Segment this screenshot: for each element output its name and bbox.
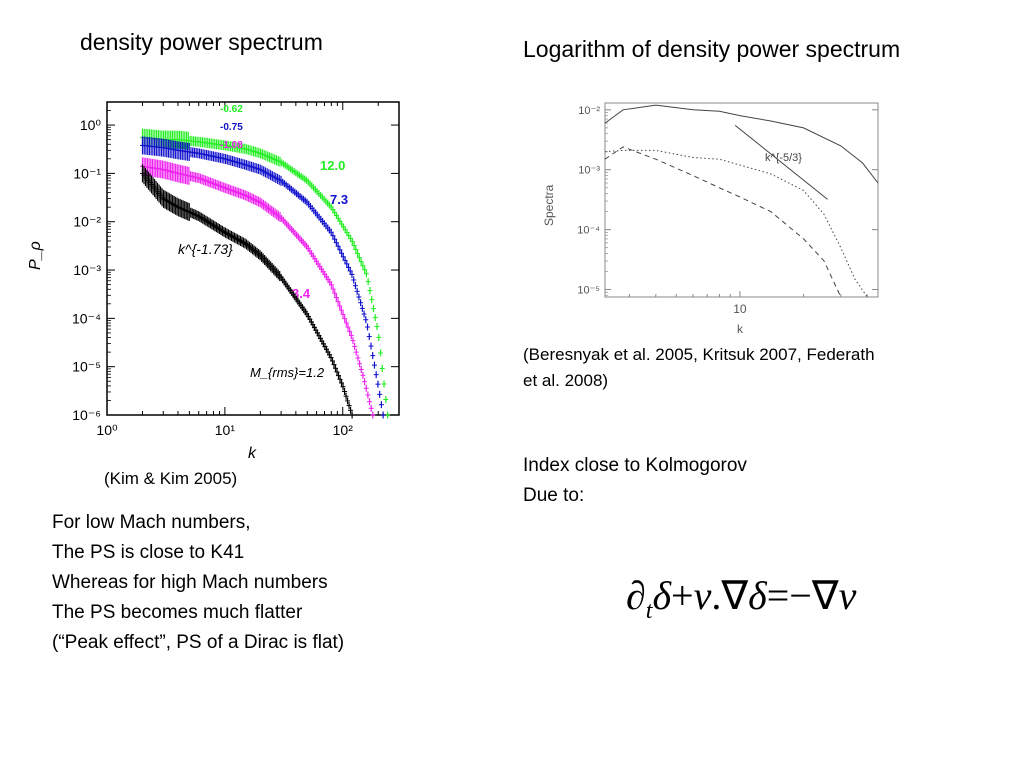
left-y-tick-label: 10⁻³ (73, 262, 101, 278)
right-x-tick-label: 10 (733, 302, 747, 316)
right-y-tick-label: 10⁻⁴ (577, 225, 600, 237)
left-chart-xlabel: k (248, 445, 257, 462)
eq-partial: ∂ (626, 573, 646, 618)
eq-equals: = (766, 573, 790, 618)
left-x-tick-label: 10¹ (215, 422, 236, 438)
left-series-1 (139, 136, 386, 419)
left-annotation-slope: k^{-1.73} (178, 241, 233, 257)
right-chart-xlabel: k (737, 322, 744, 336)
right-series-2 (604, 146, 842, 298)
left-chart-ylabel: P_ρ (27, 241, 44, 270)
right-series-0 (604, 104, 879, 184)
left-x-tick-label: 10⁰ (96, 422, 118, 438)
left-series-end-label: 12.0 (320, 158, 345, 173)
right-caption-line-2: et al. 2008) (523, 371, 609, 390)
right-series-1 (604, 149, 868, 298)
left-y-tick-label: 10⁰ (80, 117, 102, 133)
left-y-tick-label: 10⁻² (73, 214, 101, 230)
eq-t: t (645, 598, 653, 624)
left-y-tick-label: 10⁻⁵ (72, 359, 101, 375)
note-peak-effect: (“Peak effect”, PS of a Dirac is flat) (52, 632, 345, 653)
left-legend-entry: -0.75 (220, 122, 243, 133)
note-low-mach: For low Mach numbers, (52, 512, 251, 533)
left-y-tick-label: 10⁻⁶ (72, 407, 101, 423)
right-title: Logarithm of density power spectrum (523, 36, 901, 62)
right-y-tick-label: 10⁻³ (578, 165, 600, 177)
note-kolmogorov: Index close to Kolmogorov (523, 455, 747, 476)
right-chart: 10⁻² 10⁻³ 10⁻⁴ 10⁻⁵ 10 Spectra k k^{-5/3} (542, 102, 879, 336)
left-annotation-mach: M_{rms}=1.2 (250, 365, 325, 380)
left-y-tick-label: 10⁻¹ (73, 165, 101, 181)
left-x-tick-label: 10² (333, 422, 354, 438)
eq-dot: . (711, 573, 722, 618)
note-due-to: Due to: (523, 485, 585, 506)
right-chart-ylabel: Spectra (542, 184, 556, 226)
eq-nabla-2: ∇ (811, 573, 839, 618)
left-series-end-label: 7.3 (330, 192, 348, 207)
left-title: density power spectrum (80, 29, 323, 55)
left-legend-entry: -1.08 (220, 140, 243, 151)
right-y-tick-label: 10⁻² (578, 105, 600, 117)
continuity-equation: ∂tδ+v.∇δ=−∇v (626, 572, 856, 625)
eq-v-1: v (693, 573, 712, 618)
eq-minus: − (789, 573, 812, 618)
eq-delta-2: δ (748, 573, 767, 618)
left-series-2 (139, 157, 376, 419)
note-k41: The PS is close to K41 (52, 542, 245, 563)
left-y-tick-label: 10⁻⁴ (72, 310, 101, 326)
note-high-mach: Whereas for high Mach numbers (52, 572, 328, 593)
right-caption-line-1: (Beresnyak et al. 2005, Kritsuk 2007, Fe… (523, 345, 875, 364)
eq-nabla-1: ∇ (721, 573, 749, 618)
eq-delta-1: δ (652, 573, 672, 618)
right-series-3 (734, 125, 828, 200)
eq-plus: + (671, 573, 694, 618)
right-chart-frame (604, 102, 879, 298)
left-caption: (Kim & Kim 2005) (104, 469, 238, 488)
left-legend-entry: -0.62 (220, 104, 243, 115)
right-annotation-slope: k^{-5/3} (765, 152, 802, 164)
right-y-tick-label: 10⁻⁵ (577, 285, 600, 297)
note-flatter: The PS becomes much flatter (52, 602, 303, 623)
eq-v-2: v (838, 573, 857, 618)
left-chart: 10⁰ 10¹ 10² 10⁻⁶ 10⁻⁵ 10⁻⁴ 10⁻³ 10⁻² 10⁻¹ 10⁰ -0.… (27, 101, 400, 462)
left-series-3 (139, 164, 355, 419)
